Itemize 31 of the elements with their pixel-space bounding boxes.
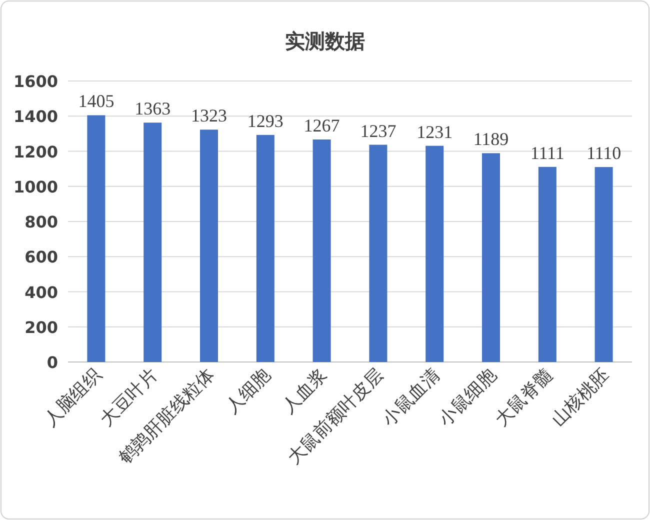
y-tick-label: 1200 [13, 142, 58, 162]
data-label: 1189 [473, 129, 509, 150]
data-label: 1363 [134, 98, 171, 119]
bar [369, 144, 388, 362]
data-label: 1111 [530, 142, 564, 163]
bar [538, 166, 556, 362]
bar [87, 115, 106, 362]
x-tick-label: 人细胞 [222, 364, 275, 418]
data-label: 1293 [247, 110, 284, 131]
data-label: 1267 [304, 115, 340, 136]
y-tick-label: 400 [24, 282, 58, 302]
bar [312, 139, 331, 362]
data-label: 1323 [191, 106, 227, 126]
bar [594, 167, 613, 362]
y-tick-label: 1400 [13, 107, 58, 126]
y-tick-label: 200 [24, 318, 58, 337]
chart-title: 实测数据 [285, 30, 365, 53]
bar [144, 122, 162, 362]
y-tick-label: 800 [24, 212, 58, 232]
bar [200, 130, 218, 362]
y-tick-label: 0 [46, 353, 58, 372]
data-label: 1110 [586, 143, 622, 164]
y-tick-label: 1600 [13, 72, 58, 91]
bar [256, 134, 274, 362]
data-label: 1237 [360, 120, 396, 141]
y-tick-label: 1000 [13, 177, 58, 196]
bar [426, 146, 444, 362]
data-label: 1231 [416, 122, 453, 142]
bar [482, 153, 500, 362]
data-label: 1405 [78, 91, 114, 112]
y-tick-label: 600 [24, 248, 58, 267]
